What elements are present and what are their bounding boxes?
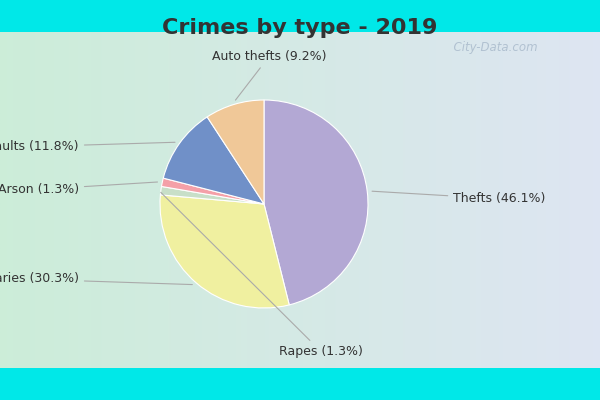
Text: Assaults (11.8%): Assaults (11.8%) (0, 140, 175, 153)
Text: Thefts (46.1%): Thefts (46.1%) (372, 191, 545, 205)
Text: Crimes by type - 2019: Crimes by type - 2019 (163, 18, 437, 38)
Text: Arson (1.3%): Arson (1.3%) (0, 182, 157, 196)
Wedge shape (207, 100, 264, 204)
Wedge shape (160, 186, 264, 204)
Wedge shape (160, 195, 289, 308)
Wedge shape (161, 178, 264, 204)
Wedge shape (264, 100, 368, 305)
Text: Auto thefts (9.2%): Auto thefts (9.2%) (212, 50, 326, 100)
Text: Burglaries (30.3%): Burglaries (30.3%) (0, 272, 193, 285)
Text: Rapes (1.3%): Rapes (1.3%) (161, 192, 363, 358)
Text: City-Data.com: City-Data.com (446, 42, 538, 54)
Wedge shape (163, 117, 264, 204)
